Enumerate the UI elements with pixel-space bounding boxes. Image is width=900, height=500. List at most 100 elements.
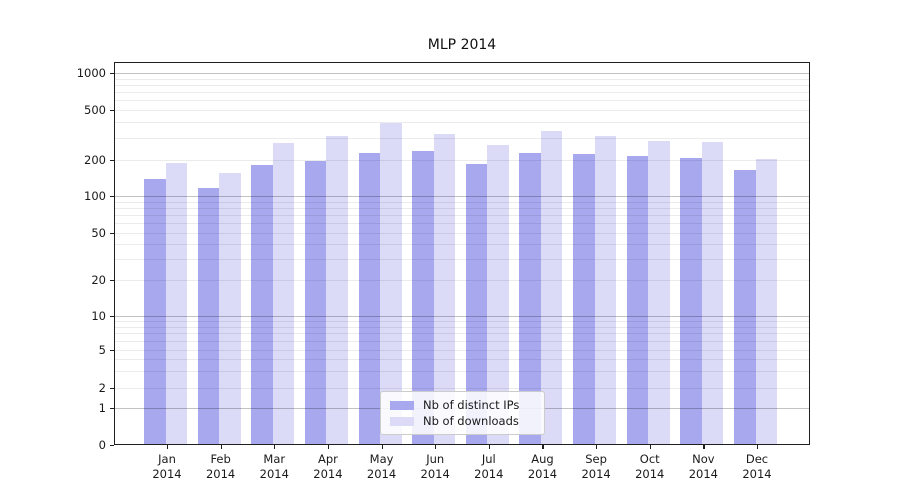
bar-distinct-ips-feb xyxy=(197,188,220,445)
x-tick-month-sep: Sep xyxy=(585,452,607,466)
gridline-major-100 xyxy=(115,196,809,197)
gridline-minor-6 xyxy=(115,341,809,343)
gridline-minor-9 xyxy=(115,321,809,323)
x-tick-dec xyxy=(757,445,759,449)
chart-title: MLP 2014 xyxy=(427,37,497,53)
legend-item-distinct-ips: Nb of distinct IPs xyxy=(390,397,535,413)
legend: Nb of distinct IPs Nb of downloads xyxy=(380,391,545,435)
x-tick-label-jun: Jun 2014 xyxy=(405,452,465,481)
x-tick-month-nov: Nov xyxy=(692,452,715,466)
gridline-minor-400 xyxy=(115,122,809,124)
x-tick-label-apr: Apr 2014 xyxy=(298,452,358,481)
y-tick-200 xyxy=(110,160,114,162)
x-tick-year-apr: 2014 xyxy=(313,466,343,481)
y-tick-50 xyxy=(110,233,114,235)
y-tick-5 xyxy=(110,350,114,352)
bar-downloads-feb xyxy=(219,173,241,445)
gridline-minor-4 xyxy=(115,359,809,361)
gridline-minor-2 xyxy=(115,388,809,389)
x-tick-jan xyxy=(167,445,169,449)
x-tick-month-oct: Oct xyxy=(639,452,660,466)
gridline-minor-30 xyxy=(115,259,809,261)
gridline-minor-500 xyxy=(115,110,809,111)
bar-downloads-jan xyxy=(165,162,187,445)
x-tick-month-feb: Feb xyxy=(210,452,231,466)
bar-distinct-ips-jan xyxy=(144,178,166,445)
gridline-minor-70 xyxy=(115,215,809,217)
x-tick-label-oct: Oct 2014 xyxy=(620,452,680,481)
x-tick-month-may: May xyxy=(369,452,394,466)
x-tick-label-may: May 2014 xyxy=(352,452,412,481)
x-tick-year-jul: 2014 xyxy=(474,466,504,481)
x-tick-month-jan: Jan xyxy=(158,452,176,466)
x-tick-year-may: 2014 xyxy=(366,466,397,481)
y-tick-10 xyxy=(110,316,114,318)
legend-swatch-distinct-ips xyxy=(390,400,414,410)
y-tick-1 xyxy=(110,408,114,410)
bar-distinct-ips-may xyxy=(358,152,381,445)
legend-item-downloads: Nb of downloads xyxy=(390,413,535,429)
x-tick-label-mar: Mar 2014 xyxy=(244,452,304,481)
y-tick-label-1: 1 xyxy=(98,401,106,415)
x-tick-year-sep: 2014 xyxy=(581,466,611,481)
bar-downloads-may xyxy=(380,122,402,445)
bar-distinct-ips-jun xyxy=(412,151,434,445)
gridline-minor-700 xyxy=(115,92,809,94)
y-tick-0 xyxy=(110,445,114,447)
bar-downloads-jul xyxy=(487,144,509,445)
y-tick-2 xyxy=(110,388,114,390)
gridline-minor-50 xyxy=(115,233,809,234)
gridline-minor-7 xyxy=(115,333,809,335)
x-tick-nov xyxy=(703,445,705,449)
gridline-minor-8 xyxy=(115,326,809,328)
y-tick-label-2: 2 xyxy=(98,381,106,395)
x-tick-label-jan: Jan 2014 xyxy=(137,452,197,481)
y-tick-label-200: 200 xyxy=(84,153,106,167)
x-tick-oct xyxy=(649,445,651,449)
bar-distinct-ips-jul xyxy=(465,164,488,445)
x-tick-month-jul: Jul xyxy=(481,452,496,466)
x-tick-label-sep: Sep 2014 xyxy=(566,452,626,481)
bar-distinct-ips-dec xyxy=(734,169,756,445)
x-tick-month-jun: Jun xyxy=(426,452,445,466)
gridline-minor-3 xyxy=(115,371,809,373)
x-tick-year-aug: 2014 xyxy=(527,466,558,481)
x-tick-year-oct: 2014 xyxy=(635,466,665,481)
bar-distinct-ips-mar xyxy=(251,165,273,445)
bar-downloads-dec xyxy=(755,159,777,445)
x-tick-label-feb: Feb 2014 xyxy=(191,452,251,481)
x-tick-label-aug: Aug 2014 xyxy=(512,452,572,481)
x-tick-month-aug: Aug xyxy=(531,452,554,466)
gridline-minor-200 xyxy=(115,160,809,161)
bar-distinct-ips-aug xyxy=(519,152,541,445)
bar-downloads-aug xyxy=(540,131,563,445)
x-tick-year-nov: 2014 xyxy=(688,466,718,481)
x-tick-jul xyxy=(488,445,490,449)
y-tick-label-1000: 1000 xyxy=(76,66,106,80)
y-tick-label-50: 50 xyxy=(91,226,106,240)
x-tick-apr xyxy=(327,445,330,449)
x-tick-month-dec: Dec xyxy=(745,452,769,466)
bar-downloads-jun xyxy=(433,133,456,445)
bar-distinct-ips-sep xyxy=(573,153,595,445)
bar-downloads-nov xyxy=(701,142,724,445)
gridline-major-10 xyxy=(115,316,809,317)
x-tick-aug xyxy=(542,445,544,449)
x-tick-feb xyxy=(220,445,222,449)
bar-distinct-ips-apr xyxy=(304,160,327,445)
bar-distinct-ips-oct xyxy=(626,156,649,445)
gridline-minor-90 xyxy=(115,201,809,203)
y-tick-1000 xyxy=(110,73,114,75)
gridline-minor-800 xyxy=(115,84,809,86)
x-tick-month-apr: Apr xyxy=(317,452,338,466)
legend-label-distinct-ips: Nb of distinct IPs xyxy=(423,398,520,412)
gridline-minor-900 xyxy=(115,78,809,80)
bar-downloads-apr xyxy=(326,136,348,445)
x-tick-label-nov: Nov 2014 xyxy=(673,452,733,481)
gridline-minor-80 xyxy=(115,207,809,209)
y-tick-label-20: 20 xyxy=(91,273,106,287)
gridline-minor-300 xyxy=(115,137,809,139)
x-tick-year-jan: 2014 xyxy=(152,466,182,481)
bar-distinct-ips-nov xyxy=(680,158,702,445)
